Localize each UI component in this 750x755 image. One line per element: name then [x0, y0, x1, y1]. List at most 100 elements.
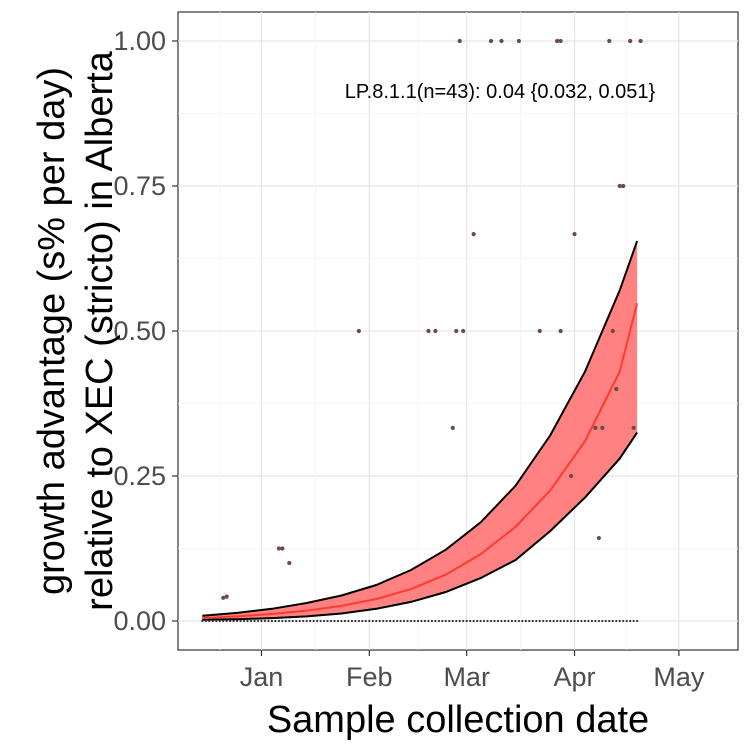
data-point — [356, 328, 361, 334]
zero-point — [576, 619, 580, 623]
data-point — [287, 560, 292, 566]
zero-point — [465, 619, 468, 623]
zero-point — [608, 619, 611, 623]
zero-point — [284, 619, 287, 623]
data-point — [471, 232, 476, 237]
zero-point — [580, 619, 583, 623]
data-point — [276, 546, 281, 551]
zero-point — [385, 619, 388, 623]
data-point — [224, 594, 229, 599]
zero-point — [222, 619, 225, 623]
data-point — [433, 328, 438, 334]
zero-point — [357, 619, 360, 623]
zero-point — [611, 619, 614, 623]
zero-point — [270, 619, 274, 623]
zero-point — [329, 619, 333, 623]
zero-point — [434, 619, 437, 623]
zero-point — [528, 619, 531, 623]
zero-point — [476, 619, 479, 623]
lower-bound-line — [202, 431, 638, 621]
data-point — [600, 425, 605, 430]
zero-point — [493, 619, 496, 623]
zero-point — [629, 619, 632, 623]
zero-point — [500, 619, 503, 623]
data-point — [621, 183, 626, 189]
zero-point — [211, 619, 214, 623]
zero-point — [396, 619, 399, 623]
zero-point — [559, 619, 562, 623]
zero-point — [378, 619, 381, 623]
zero-point — [437, 619, 440, 623]
y-tick-label: 0.25 — [113, 461, 166, 491]
zero-point — [601, 619, 604, 623]
zero-point — [298, 619, 301, 623]
zero-point — [420, 619, 423, 623]
zero-point — [545, 619, 548, 623]
x-tick-label: Mar — [443, 662, 490, 692]
zero-point — [552, 619, 555, 623]
zero-point — [253, 619, 256, 623]
y-tick-label: 0.50 — [113, 316, 166, 346]
data-point — [617, 183, 622, 189]
x-axis-title: Sample collection date — [267, 699, 649, 741]
confidence-ribbon — [202, 240, 639, 621]
x-tick-label: Jan — [240, 662, 284, 692]
zero-point — [409, 619, 413, 623]
zero-point — [256, 619, 260, 623]
zero-point — [274, 619, 277, 623]
data-point — [607, 38, 612, 44]
zero-point — [549, 619, 552, 623]
fit-line — [202, 302, 639, 620]
zero-point — [288, 619, 291, 623]
zero-point — [636, 619, 639, 623]
zero-point — [249, 619, 253, 623]
data-point — [426, 328, 431, 334]
data-point — [221, 595, 226, 600]
zero-point — [573, 619, 576, 623]
zero-point — [354, 619, 357, 623]
zero-point — [375, 619, 378, 623]
upper-bound-line — [202, 240, 639, 617]
zero-point — [569, 619, 573, 623]
data-point — [537, 328, 542, 334]
data-point — [596, 535, 601, 541]
data-point — [614, 386, 619, 392]
data-point — [558, 328, 563, 334]
zero-point — [604, 619, 607, 623]
zero-point — [239, 619, 242, 623]
data-point — [280, 546, 285, 551]
zero-point — [486, 619, 489, 623]
zero-point — [538, 619, 541, 623]
zero-point — [389, 619, 392, 623]
data-point — [610, 328, 615, 334]
zero-point — [267, 619, 270, 623]
zero-point — [364, 619, 367, 623]
zero-point — [510, 619, 514, 623]
zero-point — [368, 619, 371, 623]
zero-point — [218, 619, 221, 623]
x-tick-label: Feb — [346, 662, 393, 692]
zero-point — [336, 619, 340, 623]
zero-point — [340, 619, 343, 623]
zero-point — [201, 619, 204, 623]
y-tick-label: 0.75 — [113, 171, 166, 201]
zero-point — [622, 619, 625, 623]
zero-point — [343, 619, 347, 623]
zero-point — [242, 619, 246, 623]
zero-point — [566, 619, 569, 623]
fit-line-path — [202, 302, 639, 620]
data-point — [593, 425, 598, 430]
zero-point — [556, 619, 559, 623]
zero-point — [413, 619, 416, 623]
zero-point — [597, 619, 600, 623]
y-tick-label: 1.00 — [113, 26, 166, 56]
zero-point — [361, 619, 364, 623]
data-point — [516, 38, 521, 44]
zero-point — [587, 619, 590, 623]
zero-point — [382, 619, 385, 623]
zero-point — [371, 619, 374, 623]
observed-points — [201, 38, 643, 623]
zero-point — [594, 619, 597, 623]
data-point — [555, 38, 560, 44]
